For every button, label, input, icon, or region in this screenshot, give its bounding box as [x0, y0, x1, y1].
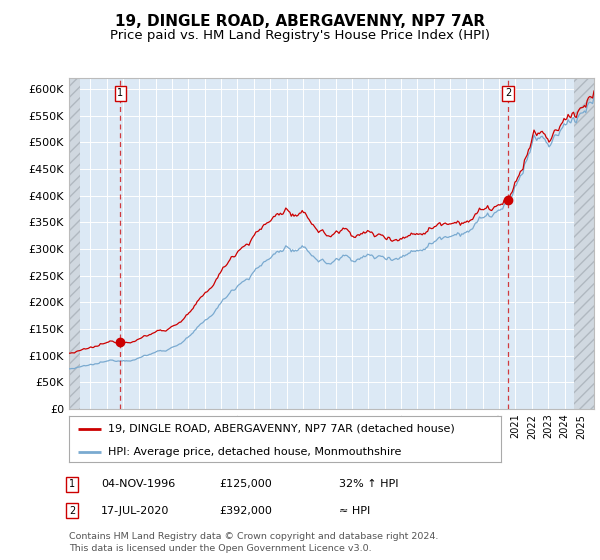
Text: 32% ↑ HPI: 32% ↑ HPI [339, 479, 398, 489]
Bar [574, 78, 594, 409]
Text: 17-JUL-2020: 17-JUL-2020 [101, 506, 169, 516]
Bar [69, 78, 80, 409]
Text: 19, DINGLE ROAD, ABERGAVENNY, NP7 7AR (detached house): 19, DINGLE ROAD, ABERGAVENNY, NP7 7AR (d… [108, 424, 455, 434]
Text: 1: 1 [69, 479, 75, 489]
Text: ≈ HPI: ≈ HPI [339, 506, 370, 516]
Text: 04-NOV-1996: 04-NOV-1996 [101, 479, 175, 489]
Text: £125,000: £125,000 [219, 479, 272, 489]
Text: Price paid vs. HM Land Registry's House Price Index (HPI): Price paid vs. HM Land Registry's House … [110, 29, 490, 42]
Text: 2: 2 [69, 506, 75, 516]
Text: 1: 1 [117, 88, 124, 98]
Text: £392,000: £392,000 [219, 506, 272, 516]
Text: 2: 2 [505, 88, 511, 98]
Text: 19, DINGLE ROAD, ABERGAVENNY, NP7 7AR: 19, DINGLE ROAD, ABERGAVENNY, NP7 7AR [115, 14, 485, 29]
Text: Contains HM Land Registry data © Crown copyright and database right 2024.
This d: Contains HM Land Registry data © Crown c… [69, 533, 439, 553]
Text: HPI: Average price, detached house, Monmouthshire: HPI: Average price, detached house, Monm… [108, 447, 401, 457]
